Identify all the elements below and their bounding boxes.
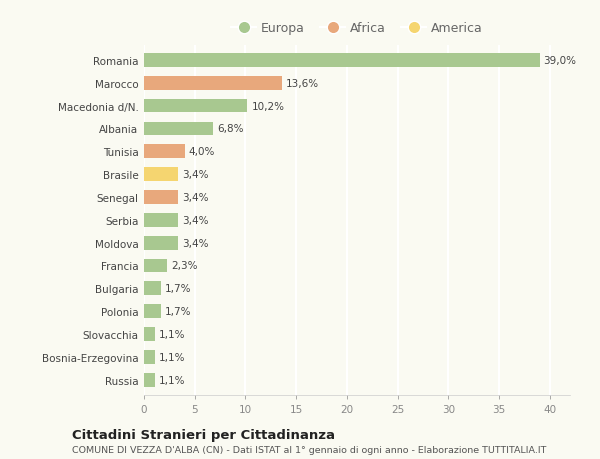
Legend: Europa, Africa, America: Europa, Africa, America <box>226 17 488 40</box>
Text: 1,7%: 1,7% <box>166 284 192 294</box>
Text: 1,1%: 1,1% <box>159 329 186 339</box>
Text: 1,1%: 1,1% <box>159 375 186 385</box>
Text: 1,7%: 1,7% <box>166 307 192 317</box>
Text: COMUNE DI VEZZA D'ALBA (CN) - Dati ISTAT al 1° gennaio di ogni anno - Elaborazio: COMUNE DI VEZZA D'ALBA (CN) - Dati ISTAT… <box>72 445 547 454</box>
Bar <box>144 77 282 90</box>
Text: Cittadini Stranieri per Cittadinanza: Cittadini Stranieri per Cittadinanza <box>72 428 335 441</box>
Text: 6,8%: 6,8% <box>217 124 244 134</box>
Bar <box>144 54 539 67</box>
Bar <box>144 350 155 364</box>
Bar <box>144 168 178 182</box>
Text: 13,6%: 13,6% <box>286 78 319 89</box>
Bar <box>144 213 178 227</box>
Bar <box>144 305 161 319</box>
Bar <box>144 145 185 159</box>
Text: 3,4%: 3,4% <box>182 238 209 248</box>
Text: 3,4%: 3,4% <box>182 192 209 202</box>
Bar <box>144 373 155 387</box>
Bar <box>144 259 167 273</box>
Text: 3,4%: 3,4% <box>182 170 209 180</box>
Bar <box>144 236 178 250</box>
Text: 4,0%: 4,0% <box>188 147 215 157</box>
Bar <box>144 190 178 204</box>
Text: 39,0%: 39,0% <box>544 56 577 66</box>
Bar <box>144 100 247 113</box>
Text: 10,2%: 10,2% <box>251 101 284 112</box>
Text: 1,1%: 1,1% <box>159 352 186 362</box>
Bar <box>144 122 213 136</box>
Text: 2,3%: 2,3% <box>172 261 198 271</box>
Bar <box>144 327 155 341</box>
Bar <box>144 282 161 296</box>
Text: 3,4%: 3,4% <box>182 215 209 225</box>
